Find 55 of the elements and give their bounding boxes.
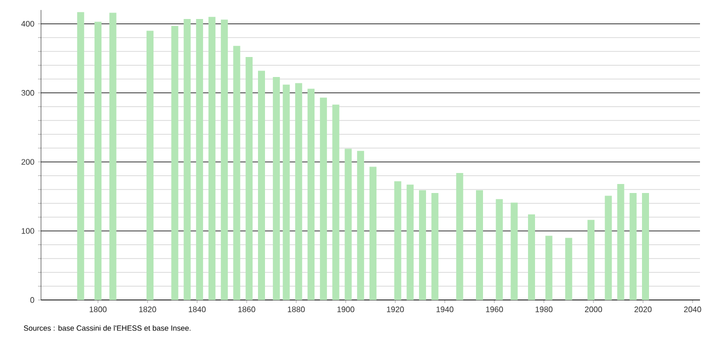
y-tick-label: 100 [22, 228, 34, 234]
bar [617, 184, 624, 300]
bar [587, 220, 594, 300]
y-tick-label: 0 [30, 297, 34, 303]
bar [604, 196, 612, 300]
bar [344, 148, 352, 300]
bar [282, 84, 290, 300]
bar [642, 192, 649, 300]
x-tick-label: 1900 [337, 306, 354, 312]
bar [320, 98, 327, 300]
x-tick-label: 1800 [90, 306, 107, 312]
x-tick-label: 1940 [436, 306, 454, 312]
bar [545, 236, 552, 300]
x-tick-label: 1960 [486, 306, 503, 312]
x-tick-label: 2040 [684, 306, 702, 312]
bar [431, 192, 438, 300]
bar [272, 76, 280, 300]
bar [146, 30, 154, 300]
bar [233, 46, 240, 300]
bar [208, 16, 216, 300]
bar [246, 56, 253, 300]
bar [77, 12, 84, 300]
y-tick-label: 400 [21, 20, 34, 27]
y-tick-label: 300 [21, 90, 34, 96]
y-tick-label: 200 [22, 159, 34, 165]
bar [295, 83, 302, 300]
x-tick-label: 2020 [634, 306, 652, 312]
bar [406, 184, 414, 300]
bar [332, 104, 340, 300]
bar [476, 190, 484, 300]
bar [357, 150, 364, 300]
bar [94, 22, 102, 300]
x-tick-label: 1980 [536, 306, 553, 312]
x-tick-label: 1820 [139, 306, 156, 312]
x-tick-label: 1880 [288, 306, 305, 312]
bar [184, 18, 191, 300]
x-tick-label: 2000 [584, 306, 602, 312]
bar [528, 214, 536, 300]
bar [109, 12, 116, 300]
x-tick-label: 1860 [238, 306, 256, 312]
x-tick-label: 1920 [386, 306, 404, 312]
bar [369, 166, 376, 300]
bar [308, 88, 315, 300]
bar [565, 238, 572, 300]
x-tick-label: 1840 [188, 306, 206, 312]
bar [171, 26, 178, 300]
bar [394, 181, 402, 300]
bar [510, 202, 518, 300]
bar [456, 172, 464, 300]
bar [196, 18, 204, 300]
bar [419, 190, 426, 300]
bar [496, 199, 503, 300]
bar [220, 20, 228, 300]
bar [630, 192, 637, 300]
bar [258, 70, 265, 300]
